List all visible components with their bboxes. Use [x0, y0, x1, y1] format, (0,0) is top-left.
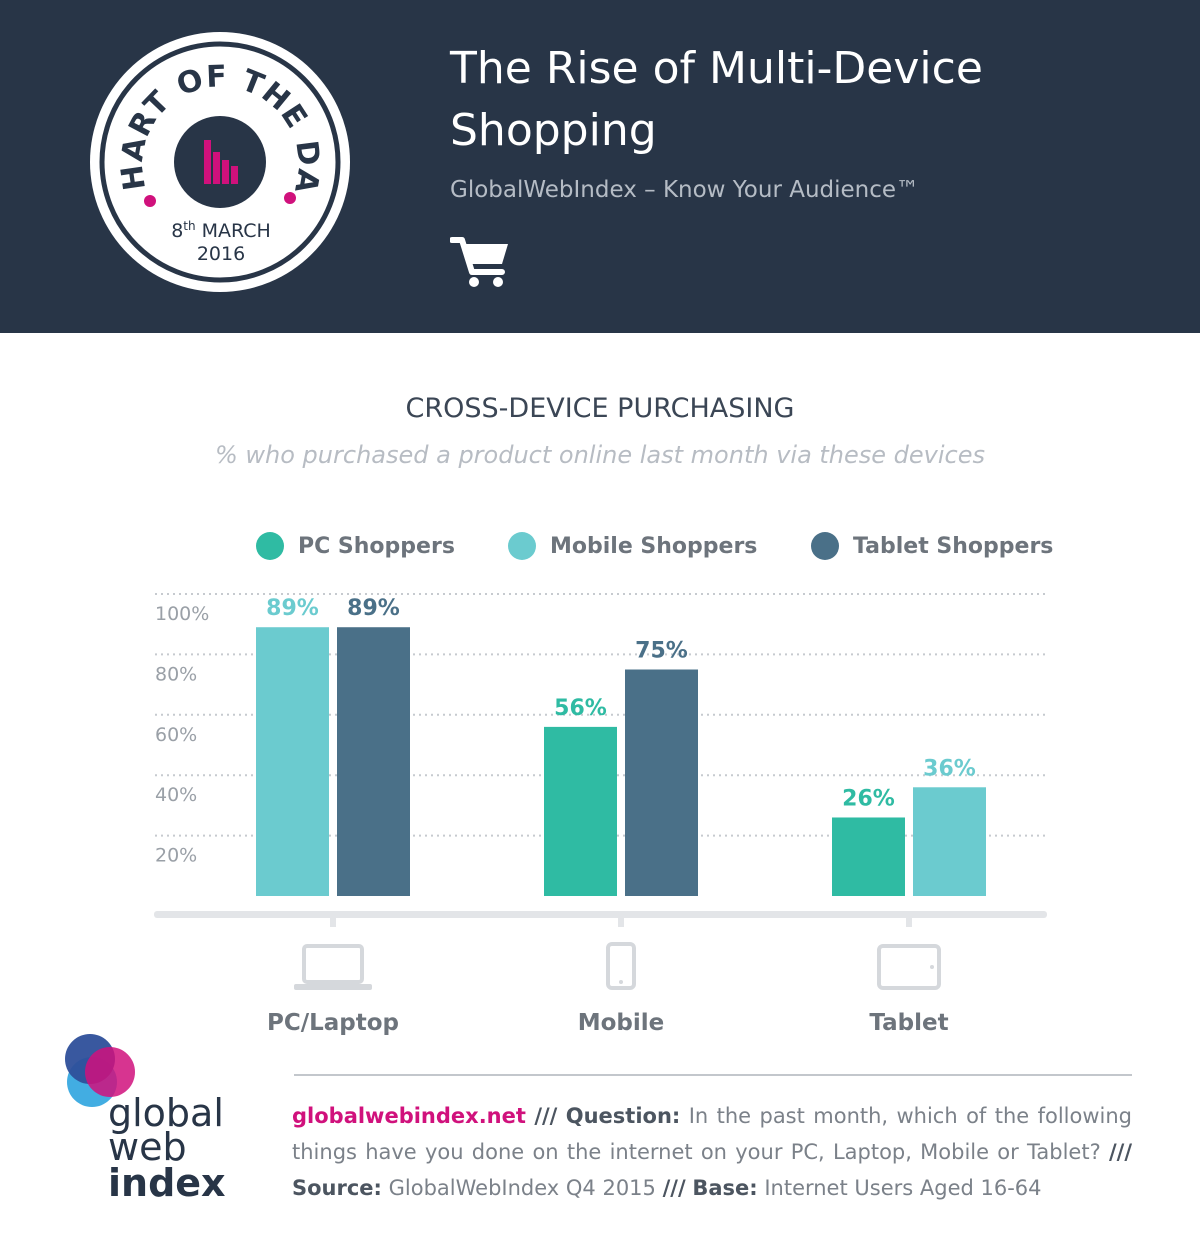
page-subtitle: GlobalWebIndex – Know Your Audience™ [450, 177, 920, 203]
chart-subtitle: % who purchased a product online last mo… [214, 441, 986, 469]
y-tick-label: 60% [155, 724, 197, 746]
tablet-icon [877, 944, 941, 990]
bar [337, 627, 410, 896]
bar-value-label: 26% [842, 786, 895, 811]
question-text: In the past month, which of the followin… [292, 1104, 1132, 1164]
footer-url[interactable]: globalwebindex.net [292, 1104, 526, 1128]
footer-divider [294, 1074, 1132, 1076]
bar [544, 726, 617, 896]
source-text: GlobalWebIndex Q4 2015 [388, 1176, 656, 1200]
logo-text-global: global [108, 1091, 224, 1135]
x-axis-line [154, 911, 1047, 918]
legend-label-pc: PC Shoppers [298, 533, 455, 559]
footer-note: globalwebindex.net /// Question: In the … [292, 1098, 1132, 1206]
legend-swatch-mobile [508, 532, 536, 560]
y-tick-label: 100% [155, 603, 209, 625]
legend-label-mobile: Mobile Shoppers [550, 533, 758, 559]
y-tick-label: 40% [155, 784, 197, 806]
bar-value-label: 56% [554, 696, 607, 721]
x-category-label: Tablet [869, 1010, 948, 1036]
y-tick-label: 20% [155, 845, 197, 867]
y-tick-label: 80% [155, 663, 197, 685]
x-category-label: Mobile [578, 1010, 665, 1036]
shopping-cart-icon [450, 237, 508, 287]
x-axis-tick [618, 917, 624, 927]
bar-value-label: 89% [347, 596, 400, 621]
bar-chart: 20% 40% 60% 80% 100% 89% 89% 56% 75% 26% 36% PC/Lap… [154, 593, 1047, 1036]
legend-label-tablet: Tablet Shoppers [853, 533, 1054, 559]
legend-item-pc-shoppers: PC Shoppers [256, 526, 455, 566]
legend-swatch-tablet [811, 532, 839, 560]
legend-swatch-pc [256, 532, 284, 560]
chart-title: CROSS-DEVICE PURCHASING [405, 393, 795, 424]
mobile-phone-icon [606, 942, 636, 990]
badge-dot-left [144, 195, 156, 207]
laptop-icon [294, 944, 372, 990]
footer-sep-2: /// [1108, 1140, 1132, 1164]
badge-year: 2016 [197, 243, 245, 265]
legend-item-tablet-shoppers: Tablet Shoppers [811, 526, 1053, 566]
bar [625, 669, 698, 896]
badge-date: 8th MARCH [171, 219, 271, 242]
base-text: Internet Users Aged 16-64 [764, 1176, 1042, 1200]
source-label: Source: [292, 1176, 382, 1200]
bar-value-label: 89% [266, 596, 319, 621]
bar-value-label: 75% [635, 639, 688, 664]
badge-dot-right [284, 192, 296, 204]
logo-text-web: web [108, 1125, 187, 1169]
x-axis-tick [330, 917, 336, 927]
bar [256, 627, 329, 896]
page-title: The Rise of Multi-Device Shopping [450, 43, 983, 156]
bar-value-label: 36% [923, 756, 976, 781]
x-category-label: PC/Laptop [267, 1010, 399, 1036]
question-label: Question: [565, 1104, 681, 1128]
base-label: Base: [692, 1176, 758, 1200]
bar-chart-icon [204, 140, 238, 184]
bar [832, 817, 905, 896]
bar [913, 787, 986, 896]
footer-sep-1: /// [534, 1104, 558, 1128]
x-axis-tick [906, 917, 912, 927]
footer-sep-3: /// [662, 1176, 686, 1200]
logo-text-index: index [108, 1161, 226, 1202]
legend-item-mobile-shoppers: Mobile Shoppers [508, 526, 757, 566]
globalwebindex-logo: global web index [65, 1034, 226, 1202]
